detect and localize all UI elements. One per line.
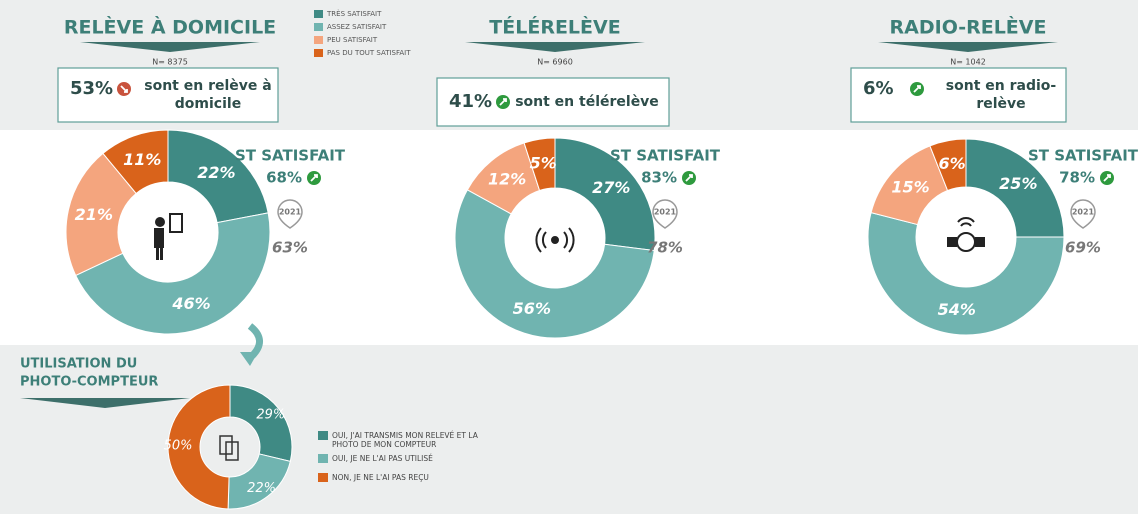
legend-label: PEU SATISFAIT	[327, 36, 378, 44]
sample-size: N= 8375	[152, 58, 188, 67]
callout-box	[57, 67, 279, 123]
trend-arrow	[499, 98, 507, 106]
callout-box	[436, 77, 670, 127]
segment-label: 25%	[999, 174, 1037, 193]
donut-segment	[965, 138, 1065, 238]
trend-arrow	[1103, 174, 1111, 182]
callout-text: domicile	[175, 96, 241, 112]
segment-label: 22%	[247, 481, 276, 496]
segment-label: 56%	[513, 299, 551, 318]
segment-label: 27%	[592, 178, 630, 197]
legend-label: NON, JE NE L'AI PAS REÇU	[332, 473, 429, 482]
trend-arrow	[685, 174, 693, 182]
section-title: PHOTO-COMPTEUR	[20, 375, 158, 390]
satisfaction-label: ST SATISFAIT	[235, 147, 346, 165]
legend-swatch	[314, 23, 323, 31]
segment-label: 6%	[939, 154, 966, 173]
callout-value: 41%	[449, 91, 492, 112]
segment-label: 5%	[530, 153, 557, 172]
segment-label: 46%	[171, 294, 210, 313]
legend-swatch	[314, 36, 323, 44]
legend-swatch	[318, 431, 328, 440]
callout-text: sont en relève à	[144, 78, 271, 94]
title-banner	[878, 42, 1058, 52]
phone-icon	[219, 435, 239, 461]
satisfaction-value: 83%	[641, 169, 677, 187]
donut-segment	[229, 384, 293, 462]
callout-text: sont en radio-	[946, 78, 1057, 94]
section-title: RELÈVE À DOMICILE	[64, 16, 276, 39]
callout-value: 53%	[70, 78, 113, 99]
year-pin	[277, 199, 303, 229]
donut-segment	[454, 189, 655, 339]
donut-segment	[75, 212, 271, 335]
callout-box	[850, 67, 1067, 123]
year-label: 2021	[279, 208, 302, 217]
donut-segment	[867, 212, 1065, 336]
segment-label: 22%	[197, 163, 235, 182]
legend-swatch	[318, 454, 328, 463]
legend-label: OUI, JE NE L'AI PAS UTILISÉ	[332, 454, 433, 463]
legend-label: OUI, J'AI TRANSMIS MON RELEVÉ ET LA PHOT…	[332, 431, 478, 449]
trend-arrow	[120, 85, 128, 93]
title-banner	[80, 42, 260, 52]
donut-segment	[167, 384, 231, 510]
satisfaction-label: ST SATISFAIT	[1028, 147, 1138, 165]
year-label: 2021	[654, 208, 677, 217]
previous-value: 69%	[1065, 239, 1101, 257]
legend-label: ASSEZ SATISFAIT	[327, 23, 387, 31]
legend-swatch	[318, 473, 328, 482]
person-icon	[154, 213, 183, 260]
donut-segment	[167, 129, 269, 224]
title-banner	[465, 42, 645, 52]
section-title: UTILISATION DU	[20, 357, 137, 372]
previous-value: 78%	[647, 239, 683, 257]
legend-swatch	[314, 49, 323, 57]
satisfaction-value: 78%	[1059, 169, 1095, 187]
callout-text: relève	[976, 96, 1025, 112]
donut-segment	[523, 137, 556, 192]
section-title: RADIO-RELÈVE	[890, 16, 1047, 39]
donut-segment	[102, 129, 169, 195]
title-banner	[20, 398, 190, 408]
donut-segment	[929, 138, 967, 192]
legend-label: TRÈS SATISFAIT	[326, 9, 382, 18]
year-label: 2021	[1072, 208, 1095, 217]
trend-arrow	[310, 174, 318, 182]
year-pin	[1070, 199, 1096, 229]
previous-value: 63%	[272, 239, 308, 257]
satisfaction-value: 68%	[266, 169, 302, 187]
arrow-head	[240, 352, 258, 366]
trend-arrow	[913, 85, 921, 93]
year-pin	[652, 199, 678, 229]
section-title: TÉLÉRELÈVE	[489, 16, 620, 39]
wave-icon	[535, 227, 575, 253]
legend-label: PAS DU TOUT SATISFAIT	[327, 49, 411, 57]
segment-label: 50%	[164, 439, 193, 454]
meter-icon	[947, 217, 985, 252]
segment-label: 12%	[488, 170, 526, 189]
segment-label: 11%	[123, 150, 161, 169]
callout-value: 6%	[863, 78, 894, 99]
callout-text: sont en télérelève	[515, 94, 659, 110]
sample-size: N= 6960	[537, 58, 573, 67]
legend-swatch	[314, 10, 323, 18]
sample-size: N= 1042	[950, 58, 986, 67]
satisfaction-label: ST SATISFAIT	[610, 147, 721, 165]
segment-label: 21%	[75, 205, 113, 224]
segment-label: 29%	[256, 407, 285, 422]
segment-label: 15%	[891, 178, 929, 197]
segment-label: 54%	[938, 300, 976, 319]
donut-segment	[554, 137, 656, 252]
